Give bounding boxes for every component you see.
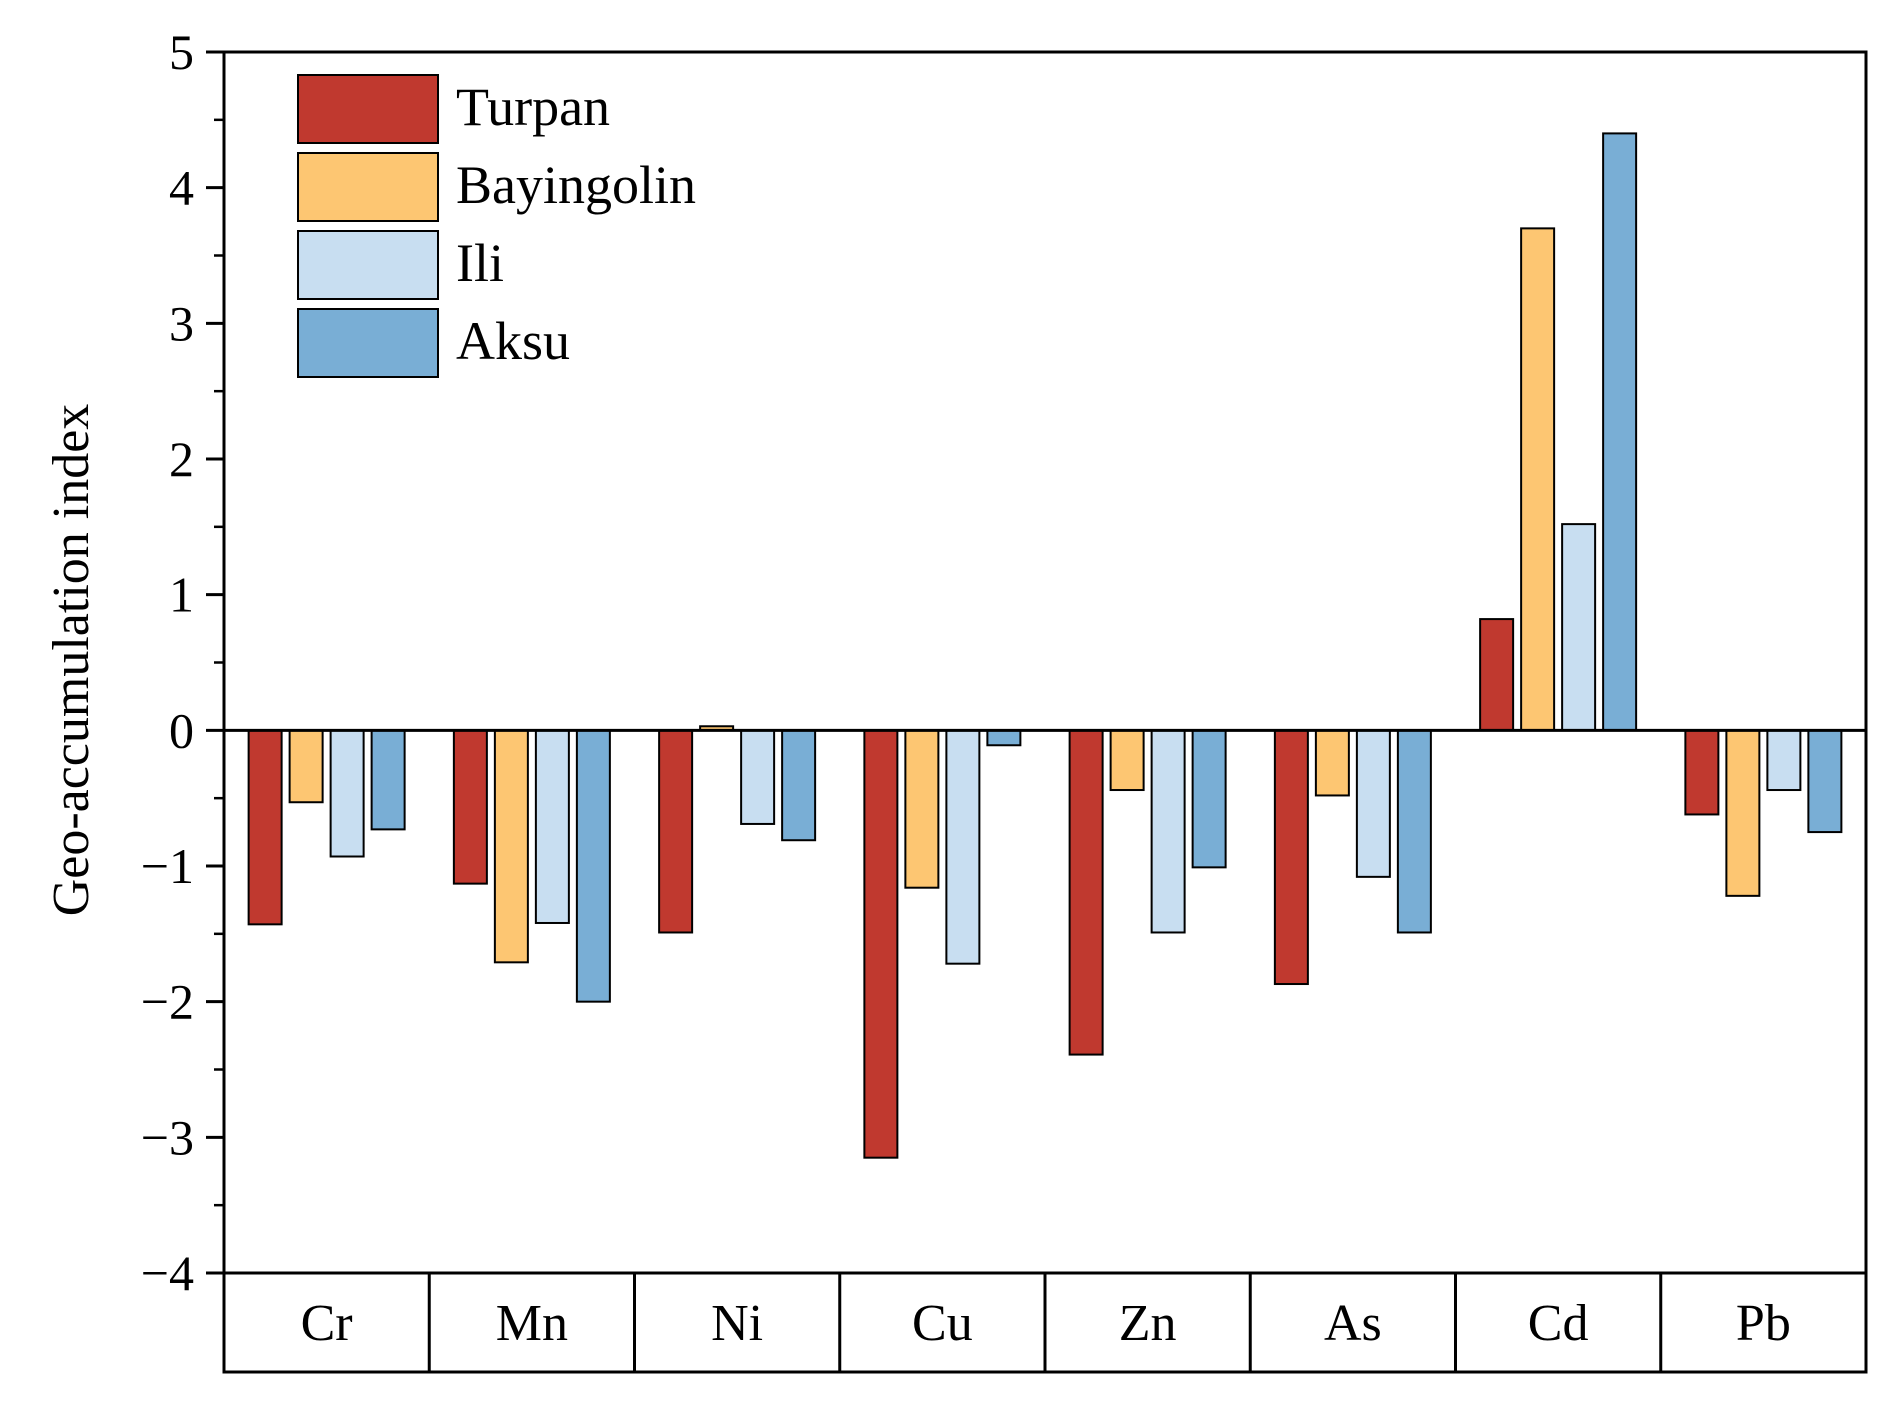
bar-bayingolin-pb (1725, 729, 1761, 897)
bar-ili-zn (1150, 729, 1186, 934)
y-tick-label: −3 (141, 1109, 194, 1165)
bar-aksu-pb (1807, 729, 1843, 834)
bar-aksu-as (1396, 729, 1432, 934)
bar-turpan-ni (658, 729, 694, 934)
category-label-cr: Cr (301, 1295, 353, 1352)
y-tick-label: 4 (169, 160, 194, 216)
bar-bayingolin-cu (904, 729, 940, 889)
y-tick-label: 3 (169, 295, 194, 351)
bar-ili-cu (945, 729, 981, 965)
bar-turpan-mn (452, 729, 488, 885)
legend-label-aksu: Aksu (456, 311, 570, 371)
bar-turpan-as (1273, 729, 1309, 986)
bar-ili-pb (1766, 729, 1802, 792)
bar-bayingolin-zn (1109, 729, 1145, 792)
y-tick-label: 1 (169, 567, 194, 623)
bar-turpan-cd (1479, 618, 1515, 732)
category-label-ni: Ni (711, 1295, 763, 1352)
legend-swatch-ili (297, 230, 439, 300)
y-tick-label: 2 (169, 431, 194, 487)
bar-bayingolin-as (1314, 729, 1350, 797)
bar-turpan-pb (1684, 729, 1720, 816)
bars-layer (247, 132, 1843, 1159)
category-label-cd: Cd (1528, 1295, 1589, 1352)
legend-label-bayingolin: Bayingolin (456, 155, 696, 215)
category-axis: Cr Mn Ni Cu Zn As Cd Pb (301, 1273, 1791, 1372)
bar-aksu-zn (1191, 729, 1227, 869)
y-axis-ticks: 5 4 3 2 1 0 −1 −2 −3 −4 (141, 24, 224, 1301)
legend-swatch-aksu (297, 308, 439, 378)
legend: Turpan Bayingolin Ili Aksu (297, 74, 696, 378)
y-tick-label: −1 (141, 838, 194, 894)
y-tick-label: 5 (169, 24, 194, 80)
category-label-cu: Cu (912, 1295, 973, 1352)
bar-ili-mn (534, 729, 570, 924)
bar-aksu-mn (575, 729, 611, 1003)
bar-turpan-cu (863, 729, 899, 1159)
y-tick-label: 0 (169, 702, 194, 758)
y-tick-label: −2 (141, 974, 194, 1030)
legend-swatch-bayingolin (297, 152, 439, 222)
y-axis-title: Geo-accumulation index (43, 404, 100, 917)
bar-ili-as (1355, 729, 1391, 878)
bar-ili-cr (329, 729, 365, 858)
bar-turpan-cr (247, 729, 283, 926)
bar-bayingolin-cd (1520, 227, 1556, 732)
y-tick-label: −4 (141, 1245, 194, 1301)
legend-label-ili: Ili (456, 233, 504, 293)
bar-turpan-zn (1068, 729, 1104, 1056)
bar-aksu-cd (1602, 132, 1638, 732)
bar-ili-ni (740, 729, 776, 825)
category-label-pb: Pb (1736, 1295, 1791, 1352)
bar-ili-cd (1561, 523, 1597, 732)
category-label-mn: Mn (496, 1295, 568, 1352)
category-label-zn: Zn (1119, 1295, 1177, 1352)
bar-bayingolin-cr (288, 729, 324, 804)
bar-bayingolin-mn (493, 729, 529, 964)
legend-swatch-turpan (297, 74, 439, 144)
category-label-as: As (1324, 1295, 1382, 1352)
bar-aksu-cu (986, 729, 1022, 747)
legend-label-turpan: Turpan (456, 77, 610, 137)
bar-aksu-cr (370, 729, 406, 831)
bar-aksu-ni (781, 729, 817, 842)
